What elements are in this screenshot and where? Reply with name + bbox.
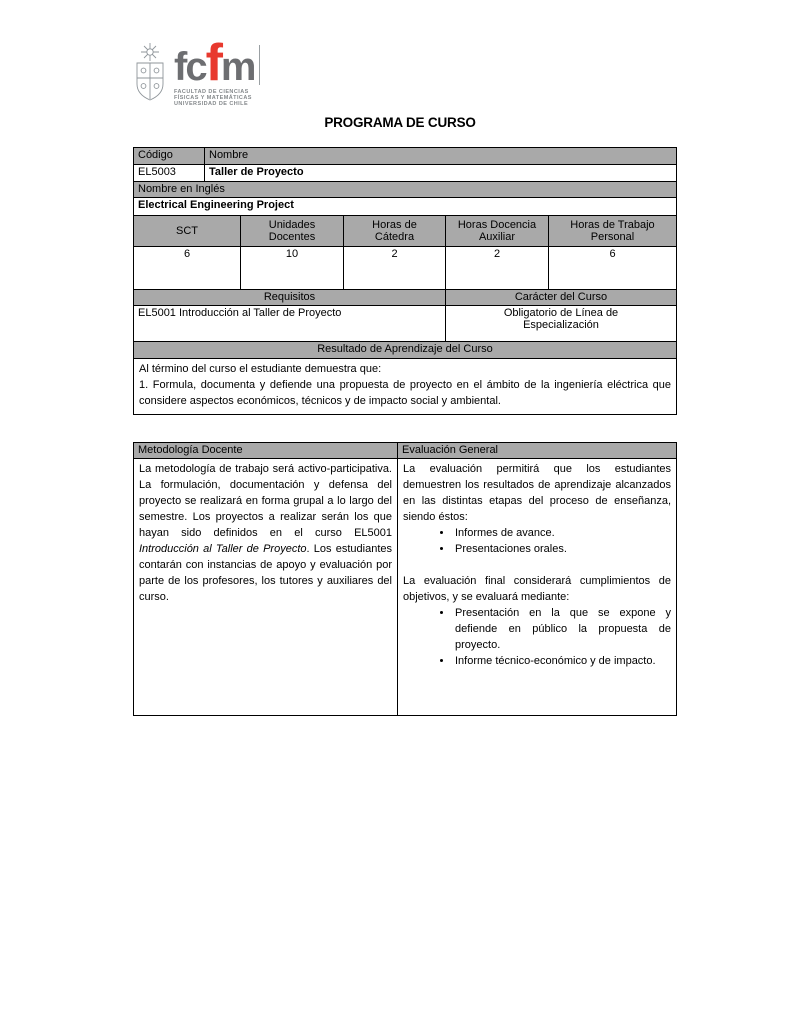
nombre-ingles-label-cell: Nombre en Inglés <box>133 181 677 198</box>
methodology-evaluation-table: Metodología Docente Evaluación General L… <box>133 442 677 716</box>
wordmark-rule <box>259 44 261 85</box>
nombre-ingles-value-cell: Electrical Engineering Project <box>133 197 677 216</box>
wordmark-letter: c <box>185 45 207 89</box>
horas-catedra-value-cell: 2 <box>343 246 446 290</box>
table-row: La metodología de trabajo será activo-pa… <box>133 458 677 716</box>
resultado-intro: Al término del curso el estudiante demue… <box>139 363 382 375</box>
horas-trabajo-value-cell: 6 <box>548 246 677 290</box>
table-row: Al término del curso el estudiante demue… <box>133 358 677 415</box>
caracter-value-cell: Obligatorio de Línea de Especialización <box>445 305 677 342</box>
resultado-item: 1. Formula, documenta y defiende una pro… <box>139 379 671 407</box>
tagline-line: UNIVERSIDAD DE CHILE <box>174 100 249 107</box>
horas-catedra-header-cell: Horas de Cátedra <box>343 215 446 247</box>
evaluacion-mid: La evaluación final considerará cumplimi… <box>403 575 671 603</box>
faculty-tagline: FACULTAD DE CIENCIAS FÍSICAS Y MATEMÁTIC… <box>174 89 260 107</box>
list-item: Presentación en la que se expone y defie… <box>453 605 671 653</box>
table-row: SCT Unidades Docentes Horas de Cátedra H… <box>133 215 677 247</box>
evaluacion-header-cell: Evaluación General <box>397 442 677 459</box>
list-item: Informe técnico-económico y de impacto. <box>453 653 671 669</box>
wordmark-letter: f <box>174 45 187 89</box>
page-title: PROGRAMA DE CURSO <box>324 115 476 130</box>
uchile-shield-icon <box>136 43 164 101</box>
course-info-table: Código Nombre EL5003 Taller de Proyecto … <box>133 147 677 415</box>
tagline-line: FÍSICAS Y MATEMÁTICAS <box>174 94 252 101</box>
caracter-label-cell: Carácter del Curso <box>445 289 677 306</box>
table-row: Electrical Engineering Project <box>133 197 677 216</box>
table-row: Metodología Docente Evaluación General <box>133 442 677 459</box>
horas-docencia-header-cell: Horas Docencia Auxiliar <box>445 215 549 247</box>
metodologia-text-cell: La metodología de trabajo será activo-pa… <box>133 458 398 716</box>
metodologia-header-cell: Metodología Docente <box>133 442 398 459</box>
table-row: Requisitos Carácter del Curso <box>133 289 677 306</box>
sct-header-cell: SCT <box>133 215 241 247</box>
wordmark-letter-red: f <box>205 34 223 92</box>
course-name-italic: Introducción al Taller de Proyecto <box>139 543 307 555</box>
table-row: 6 10 2 2 6 <box>133 246 677 290</box>
metodologia-paragraph: La metodología de trabajo será activo-pa… <box>139 463 392 603</box>
horas-trabajo-header-cell: Horas de Trabajo Personal <box>548 215 677 247</box>
list-item: Informes de avance. <box>453 525 671 541</box>
unidades-docentes-value-cell: 10 <box>240 246 344 290</box>
requisitos-label-cell: Requisitos <box>133 289 446 306</box>
table-row: EL5003 Taller de Proyecto <box>133 164 677 182</box>
horas-docencia-value-cell: 2 <box>445 246 549 290</box>
table-row: Código Nombre <box>133 147 677 165</box>
evaluacion-intro: La evaluación permitirá que los estudian… <box>403 463 671 523</box>
codigo-label-cell: Código <box>133 147 205 165</box>
table-row: Nombre en Inglés <box>133 181 677 198</box>
nombre-value-cell: Taller de Proyecto <box>204 164 677 182</box>
evaluacion-text-cell: La evaluación permitirá que los estudian… <box>397 458 677 716</box>
resultado-label-cell: Resultado de Aprendizaje del Curso <box>133 341 677 359</box>
evaluacion-bullet-list-1: Informes de avance. Presentaciones orale… <box>403 525 671 557</box>
table-row: EL5001 Introducción al Taller de Proyect… <box>133 305 677 342</box>
evaluacion-bullet-list-2: Presentación en la que se expone y defie… <box>403 605 671 669</box>
table-row: Resultado de Aprendizaje del Curso <box>133 341 677 359</box>
wordmark-letter: m <box>220 45 257 89</box>
list-item: Presentaciones orales. <box>453 541 671 557</box>
resultado-text-cell: Al término del curso el estudiante demue… <box>133 358 677 415</box>
tagline-line: FACULTAD DE CIENCIAS <box>174 88 249 95</box>
codigo-value-cell: EL5003 <box>133 164 205 182</box>
sct-value-cell: 6 <box>133 246 241 290</box>
nombre-label-cell: Nombre <box>204 147 677 165</box>
unidades-docentes-header-cell: Unidades Docentes <box>240 215 344 247</box>
requisitos-value-cell: EL5001 Introducción al Taller de Proyect… <box>133 305 446 342</box>
